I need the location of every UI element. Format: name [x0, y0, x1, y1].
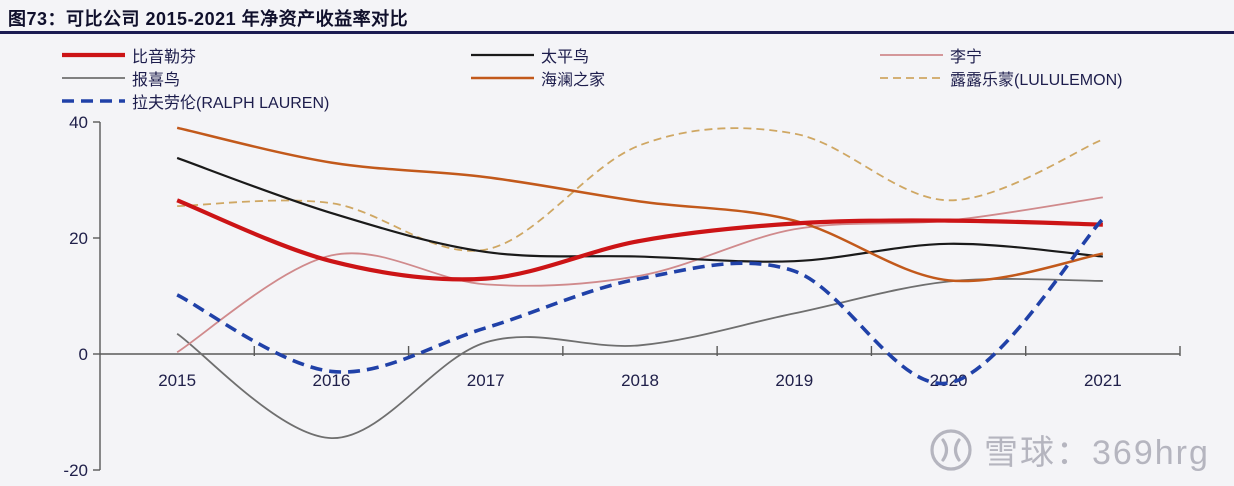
series-line-3 [176, 156, 1103, 263]
legend-label: 李宁 [950, 49, 983, 66]
series-line-2 [177, 127, 1104, 252]
legend-swatch-line [62, 99, 125, 103]
x-axis-tick-label: 2019 [775, 371, 813, 390]
legend-swatch-line [471, 76, 534, 80]
legend-item-6: 拉夫劳伦(RALPH LAUREN) [62, 91, 330, 112]
chart-legend: 比音勒芬 太平鸟 李宁报喜鸟 海澜之家 露露乐蒙(LULULEMON) 拉夫劳伦(RALP… [0, 0, 1234, 120]
x-axis-tick-label: 2021 [1084, 371, 1122, 390]
legend-label: 太平鸟 [541, 49, 590, 66]
legend-item-3: 太平鸟 [471, 45, 590, 66]
legend-swatch-line [62, 77, 125, 79]
x-axis-tick-label: 2020 [930, 371, 968, 390]
legend-swatch-line [880, 77, 943, 79]
legend-label: 露露乐蒙(LULULEMON) [950, 72, 1123, 89]
x-axis-tick-label: 2016 [313, 371, 351, 390]
legend-item-4: 海澜之家 [471, 68, 606, 89]
series-line-5 [176, 198, 1103, 282]
legend-label: 比音勒芬 [132, 49, 197, 66]
series-line-0 [176, 278, 1103, 440]
title-underline [0, 31, 1234, 34]
y-axis-tick-label: -20 [63, 461, 88, 480]
y-axis-tick-label: 0 [79, 345, 88, 364]
legend-item-0: 报喜鸟 [62, 68, 181, 89]
legend-item-2: 露露乐蒙(LULULEMON) [880, 68, 1123, 89]
x-axis-tick-label: 2018 [621, 371, 659, 390]
series-line-4 [176, 126, 1104, 283]
legend-item-5: 比音勒芬 [62, 45, 197, 66]
x-axis-tick-label: 2015 [158, 371, 196, 390]
legend-label: 海澜之家 [541, 72, 606, 89]
watermark: 雪球：369hrg [928, 425, 1210, 474]
x-axis-tick-label: 2017 [467, 371, 505, 390]
legend-label: 拉夫劳伦(RALPH LAUREN) [132, 95, 330, 112]
legend-swatch-line [471, 53, 534, 57]
y-axis-tick-label: 40 [69, 113, 88, 132]
xueqiu-snowball-logo-icon [930, 428, 972, 471]
figure-title: 图73：可比公司 2015-2021 年净资产收益率对比 [8, 9, 409, 29]
legend-swatch-line [880, 54, 943, 56]
watermark-text: 雪球：369hrg [984, 434, 1210, 472]
legend-swatch-line [62, 52, 125, 58]
legend-item-1: 李宁 [880, 45, 983, 66]
y-axis-tick-label: 20 [69, 229, 88, 248]
legend-label: 报喜鸟 [132, 72, 181, 89]
series-line-6 [176, 217, 1105, 386]
